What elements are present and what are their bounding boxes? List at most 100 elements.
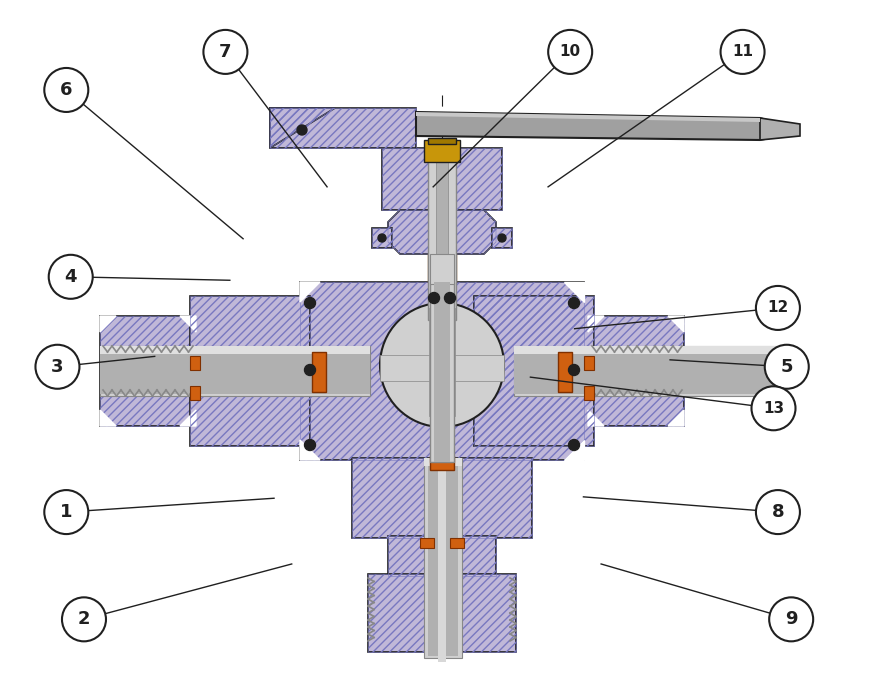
Circle shape: [304, 298, 316, 309]
Circle shape: [62, 597, 106, 641]
Polygon shape: [564, 282, 584, 302]
Polygon shape: [564, 440, 584, 460]
Bar: [352, 458, 532, 538]
Circle shape: [304, 439, 316, 450]
Text: 12: 12: [767, 300, 789, 316]
Circle shape: [548, 30, 592, 74]
Polygon shape: [668, 410, 684, 426]
Circle shape: [751, 386, 796, 430]
Circle shape: [445, 293, 455, 304]
Circle shape: [429, 293, 439, 304]
Polygon shape: [270, 108, 416, 148]
Polygon shape: [300, 282, 320, 302]
Text: 13: 13: [763, 401, 784, 416]
Bar: [428, 460, 458, 656]
Bar: [352, 458, 532, 538]
Polygon shape: [300, 440, 320, 460]
Bar: [190, 356, 200, 370]
Text: 2: 2: [78, 610, 90, 628]
Text: 3: 3: [51, 358, 64, 376]
Bar: [558, 352, 572, 392]
Polygon shape: [388, 210, 496, 254]
Bar: [428, 140, 456, 320]
Polygon shape: [180, 316, 196, 332]
Bar: [100, 316, 196, 426]
Bar: [474, 296, 594, 446]
Polygon shape: [180, 410, 196, 426]
Bar: [382, 148, 502, 210]
Circle shape: [568, 439, 580, 450]
Circle shape: [35, 345, 80, 389]
Bar: [190, 296, 310, 446]
Bar: [436, 140, 448, 320]
Circle shape: [568, 298, 580, 309]
Bar: [382, 148, 502, 210]
Polygon shape: [668, 316, 684, 332]
Bar: [430, 254, 454, 284]
Polygon shape: [100, 316, 116, 332]
Polygon shape: [588, 410, 604, 426]
Circle shape: [44, 490, 88, 534]
Circle shape: [769, 597, 813, 641]
Bar: [368, 574, 516, 652]
Bar: [428, 138, 456, 144]
Bar: [588, 316, 684, 426]
Bar: [300, 282, 584, 460]
Polygon shape: [372, 228, 392, 248]
Text: 4: 4: [65, 268, 77, 286]
Text: 10: 10: [560, 44, 581, 60]
Circle shape: [297, 125, 307, 135]
Polygon shape: [588, 316, 604, 332]
Bar: [588, 316, 684, 426]
Bar: [420, 538, 434, 548]
Circle shape: [49, 255, 93, 299]
Circle shape: [378, 234, 386, 242]
Polygon shape: [270, 108, 335, 148]
Text: 9: 9: [785, 610, 797, 628]
Bar: [584, 356, 594, 370]
Bar: [100, 346, 370, 396]
Circle shape: [765, 345, 809, 389]
Bar: [429, 308, 455, 416]
Bar: [300, 282, 584, 460]
Bar: [100, 346, 370, 354]
Bar: [424, 458, 462, 466]
Text: 5: 5: [781, 358, 793, 376]
Bar: [100, 316, 196, 426]
Polygon shape: [416, 112, 780, 140]
Circle shape: [44, 68, 88, 112]
Text: 11: 11: [732, 44, 753, 60]
Text: 8: 8: [772, 503, 784, 521]
Text: 7: 7: [219, 43, 232, 61]
Bar: [190, 386, 200, 400]
Bar: [434, 282, 450, 462]
Circle shape: [498, 234, 506, 242]
Bar: [430, 282, 454, 462]
Circle shape: [203, 30, 248, 74]
Polygon shape: [760, 118, 800, 140]
Polygon shape: [436, 352, 450, 378]
Bar: [514, 348, 784, 394]
Bar: [428, 254, 456, 282]
Text: 6: 6: [60, 81, 72, 99]
Bar: [312, 352, 326, 392]
Bar: [100, 348, 370, 394]
Bar: [584, 386, 594, 400]
Bar: [368, 574, 516, 652]
Bar: [388, 536, 496, 576]
Bar: [450, 538, 464, 548]
Circle shape: [756, 490, 800, 534]
Bar: [438, 282, 446, 662]
Text: 1: 1: [60, 503, 72, 521]
Bar: [424, 458, 462, 658]
Polygon shape: [492, 228, 512, 248]
Polygon shape: [100, 410, 116, 426]
Circle shape: [380, 303, 504, 427]
Bar: [388, 536, 496, 576]
Bar: [190, 296, 310, 446]
Circle shape: [568, 365, 580, 376]
Circle shape: [304, 365, 316, 376]
Bar: [380, 355, 504, 381]
Bar: [430, 456, 454, 470]
Bar: [514, 346, 784, 354]
